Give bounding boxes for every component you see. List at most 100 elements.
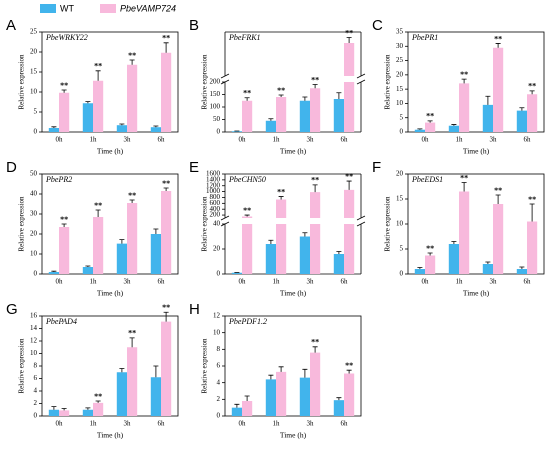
significance-mark: ** bbox=[460, 173, 468, 182]
error-bar bbox=[95, 70, 101, 81]
x-tick-label: 3h bbox=[490, 136, 498, 144]
error-bar bbox=[244, 395, 250, 401]
bar bbox=[425, 255, 436, 274]
x-axis-label: Time (h) bbox=[463, 147, 490, 156]
y-tick-label: 2 bbox=[34, 399, 38, 407]
y-tick-label: 400 bbox=[210, 205, 221, 213]
error-bar bbox=[346, 369, 352, 374]
bar bbox=[127, 64, 138, 132]
error-bar bbox=[163, 187, 169, 191]
bar bbox=[414, 269, 425, 274]
error-bar bbox=[461, 182, 467, 192]
bar bbox=[231, 131, 242, 132]
panel-letter: H bbox=[189, 301, 200, 318]
significance-mark: ** bbox=[311, 75, 319, 84]
y-tick-label: 1200 bbox=[206, 181, 221, 189]
x-axis-label: Time (h) bbox=[97, 289, 124, 298]
error-bar bbox=[451, 241, 457, 244]
bar bbox=[310, 88, 321, 132]
y-tick-label: 100 bbox=[210, 103, 221, 111]
y-tick-label: 20 bbox=[396, 170, 404, 178]
bar bbox=[333, 99, 344, 132]
bar bbox=[231, 272, 242, 274]
x-tick-label: 0h bbox=[56, 420, 64, 428]
bar bbox=[265, 120, 276, 132]
panel-letter: B bbox=[189, 17, 199, 34]
y-tick-label: 1600 bbox=[206, 170, 221, 178]
y-tick-label: 20 bbox=[396, 70, 404, 78]
error-bar bbox=[529, 203, 535, 222]
y-tick-label: 0 bbox=[34, 128, 38, 136]
bar bbox=[48, 272, 59, 274]
significance-mark: ** bbox=[60, 81, 68, 90]
error-bar bbox=[346, 180, 352, 190]
error-bar bbox=[427, 120, 433, 123]
error-bar bbox=[119, 123, 125, 126]
x-tick-label: 1h bbox=[456, 278, 464, 286]
error-bar bbox=[244, 97, 250, 101]
significance-mark: ** bbox=[243, 89, 251, 98]
error-bar bbox=[427, 252, 433, 256]
x-tick-label: 1h bbox=[90, 278, 98, 286]
error-bar bbox=[336, 251, 342, 254]
bar bbox=[231, 407, 242, 416]
significance-mark: ** bbox=[162, 303, 170, 312]
significance-mark: ** bbox=[94, 62, 102, 71]
bar bbox=[161, 52, 172, 132]
bar bbox=[299, 100, 310, 132]
x-tick-label: 3h bbox=[307, 278, 315, 286]
y-tick-label: 20 bbox=[213, 245, 221, 253]
bar bbox=[242, 100, 253, 132]
y-tick-label: 6 bbox=[217, 362, 221, 370]
panel-letter: C bbox=[372, 17, 383, 34]
y-tick-label: 50 bbox=[30, 170, 38, 178]
significance-mark: ** bbox=[528, 82, 536, 91]
x-tick-label: 0h bbox=[56, 136, 64, 144]
y-tick-label: 4 bbox=[217, 378, 221, 386]
error-bar bbox=[51, 406, 57, 410]
significance-mark: ** bbox=[60, 215, 68, 224]
bar bbox=[265, 244, 276, 274]
y-tick-label: 10 bbox=[396, 220, 404, 228]
plot-frame bbox=[407, 31, 545, 133]
y-tick-label: 0 bbox=[400, 128, 404, 136]
significance-mark: ** bbox=[311, 338, 319, 347]
y-axis-label: Relative expression bbox=[384, 196, 392, 252]
x-tick-label: 3h bbox=[307, 136, 315, 144]
y-tick-label: 14 bbox=[30, 324, 38, 332]
bar bbox=[493, 47, 504, 132]
error-bar bbox=[278, 196, 284, 200]
bar bbox=[127, 347, 138, 416]
panel-title: PbeFRK1 bbox=[228, 33, 261, 42]
bar bbox=[527, 221, 538, 274]
bar bbox=[493, 204, 504, 274]
x-tick-label: 3h bbox=[307, 420, 315, 428]
error-bar bbox=[278, 366, 284, 372]
y-axis-label: Relative expression bbox=[201, 54, 209, 110]
x-tick-label: 1h bbox=[90, 136, 98, 144]
error-bar bbox=[302, 96, 308, 101]
error-bar bbox=[268, 239, 274, 244]
bar bbox=[82, 409, 93, 416]
significance-mark: ** bbox=[162, 179, 170, 188]
error-bar bbox=[268, 374, 274, 380]
bar bbox=[161, 321, 172, 416]
x-axis-label: Time (h) bbox=[97, 431, 124, 440]
y-tick-label: 30 bbox=[30, 210, 38, 218]
bar bbox=[344, 189, 355, 274]
significance-mark: ** bbox=[345, 361, 353, 370]
bar bbox=[116, 243, 127, 274]
error-bar bbox=[163, 311, 169, 322]
bar bbox=[414, 129, 425, 132]
bar bbox=[93, 80, 104, 132]
bar bbox=[242, 216, 253, 274]
x-tick-label: 6h bbox=[158, 278, 166, 286]
panel-title: PbePR1 bbox=[411, 33, 438, 42]
y-tick-label: 6 bbox=[34, 374, 38, 382]
error-bar bbox=[153, 125, 159, 128]
bar bbox=[527, 94, 538, 132]
y-tick-label: 0 bbox=[217, 412, 221, 420]
error-bar bbox=[234, 403, 240, 408]
y-tick-label: 200 bbox=[210, 211, 221, 219]
y-tick-label: 15 bbox=[396, 85, 404, 93]
